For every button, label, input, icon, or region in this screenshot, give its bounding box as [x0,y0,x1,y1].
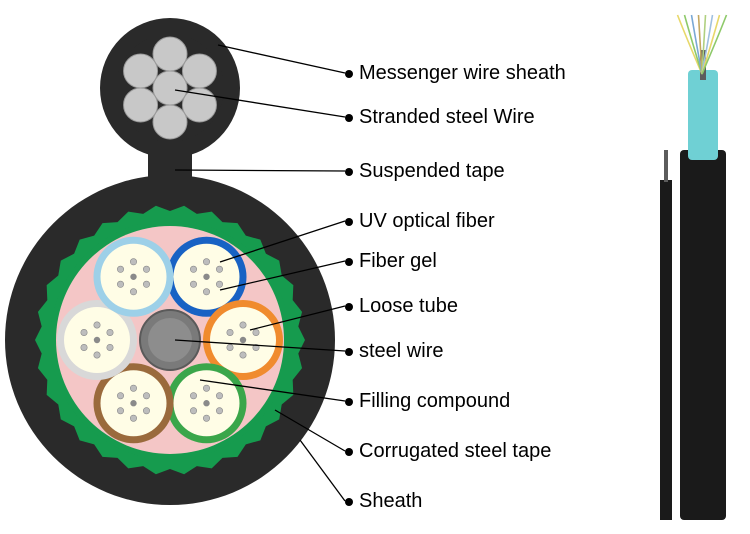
bullet-dot [345,398,353,406]
uv-optical-fiber [203,415,209,421]
uv-optical-fiber [130,400,136,406]
uv-optical-fiber [143,281,149,287]
uv-optical-fiber [203,274,209,280]
label-text: Fiber gel [359,250,437,272]
bullet-dot [345,168,353,176]
uv-optical-fiber [130,415,136,421]
uv-optical-fiber [227,329,233,335]
uv-optical-fiber [216,393,222,399]
uv-optical-fiber [253,329,259,335]
label-l4: UV optical fiber [345,210,495,233]
uv-optical-fiber [81,329,87,335]
uv-optical-fiber [216,266,222,272]
uv-optical-fiber [216,281,222,287]
label-l7: steel wire [345,340,443,363]
label-text: UV optical fiber [359,210,495,232]
label-l1: Messenger wire sheath [345,62,566,85]
bullet-dot [345,258,353,266]
bullet-dot [345,70,353,78]
uv-optical-fiber [117,281,123,287]
uv-optical-fiber [240,337,246,343]
uv-optical-fiber [143,408,149,414]
uv-optical-fiber [117,393,123,399]
uv-optical-fiber [94,322,100,328]
label-l5: Fiber gel [345,250,437,273]
label-text: Loose tube [359,295,458,317]
label-text: Corrugated steel tape [359,440,551,462]
uv-optical-fiber [240,322,246,328]
uv-optical-fiber [203,400,209,406]
uv-optical-fiber [216,408,222,414]
uv-optical-fiber [190,281,196,287]
bullet-dot [345,448,353,456]
bullet-dot [345,498,353,506]
bullet-dot [345,303,353,311]
uv-optical-fiber [203,259,209,265]
label-text: Suspended tape [359,160,505,182]
label-text: steel wire [359,340,443,362]
bullet-dot [345,218,353,226]
uv-optical-fiber [143,393,149,399]
uv-optical-fiber [107,329,113,335]
uv-optical-fiber [130,289,136,295]
uv-optical-fiber [130,274,136,280]
uv-optical-fiber [203,289,209,295]
uv-optical-fiber [143,266,149,272]
uv-optical-fiber [130,385,136,391]
uv-optical-fiber [190,408,196,414]
label-l2: Stranded steel Wire [345,106,535,129]
label-text: Stranded steel Wire [359,106,535,128]
cable-photo [660,15,727,520]
bullet-dot [345,114,353,122]
uv-optical-fiber [117,408,123,414]
uv-optical-fiber [190,266,196,272]
uv-optical-fiber [130,259,136,265]
uv-optical-fiber [94,352,100,358]
suspended-tape [148,150,192,205]
label-text: Messenger wire sheath [359,62,566,84]
uv-optical-fiber [107,344,113,350]
loose-tube [94,237,174,317]
uv-optical-fiber [81,344,87,350]
loose-tube [167,363,247,443]
uv-optical-fiber [203,385,209,391]
label-l3: Suspended tape [345,160,505,183]
label-l10: Sheath [345,490,422,513]
uv-optical-fiber [190,393,196,399]
bullet-dot [345,348,353,356]
label-text: Sheath [359,490,422,512]
label-l8: Filling compound [345,390,510,413]
uv-optical-fiber [94,337,100,343]
label-text: Filling compound [359,390,510,412]
uv-optical-fiber [117,266,123,272]
uv-optical-fiber [227,344,233,350]
uv-optical-fiber [240,352,246,358]
label-l9: Corrugated steel tape [345,440,551,463]
label-l6: Loose tube [345,295,458,318]
